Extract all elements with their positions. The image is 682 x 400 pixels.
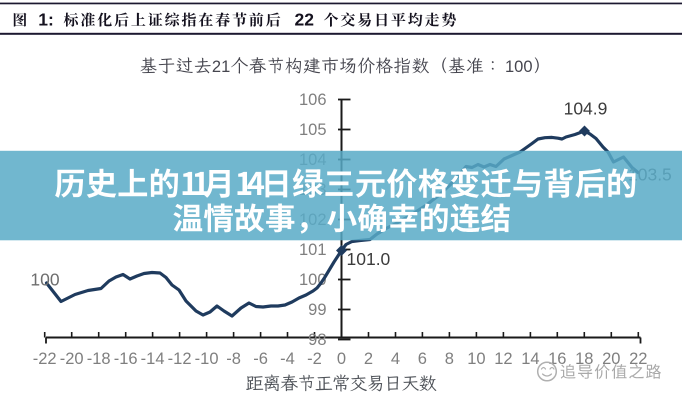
svg-text:22: 22 bbox=[295, 9, 315, 29]
svg-text:8: 8 bbox=[445, 350, 454, 368]
svg-text:106: 106 bbox=[299, 91, 327, 109]
svg-text:20: 20 bbox=[602, 350, 620, 368]
svg-text:100: 100 bbox=[505, 58, 533, 76]
svg-text:18: 18 bbox=[575, 350, 593, 368]
svg-text:16: 16 bbox=[548, 350, 566, 368]
svg-text:-12: -12 bbox=[168, 350, 192, 368]
svg-text:99: 99 bbox=[308, 301, 326, 319]
svg-text:14: 14 bbox=[521, 350, 539, 368]
svg-text:-20: -20 bbox=[60, 350, 84, 368]
svg-text:-10: -10 bbox=[195, 350, 219, 368]
svg-text:12: 12 bbox=[494, 350, 512, 368]
svg-text:101.0: 101.0 bbox=[347, 249, 391, 269]
svg-text:105: 105 bbox=[299, 121, 327, 139]
svg-text:-8: -8 bbox=[226, 350, 241, 368]
svg-text:2: 2 bbox=[364, 350, 373, 368]
svg-text:0: 0 bbox=[337, 350, 346, 368]
svg-text:22: 22 bbox=[629, 350, 647, 368]
svg-text:98: 98 bbox=[308, 331, 326, 349]
svg-text:-14: -14 bbox=[141, 350, 165, 368]
svg-text:100: 100 bbox=[30, 270, 59, 290]
svg-text:-18: -18 bbox=[87, 350, 111, 368]
svg-text:21: 21 bbox=[212, 58, 230, 76]
svg-text:10: 10 bbox=[467, 350, 485, 368]
svg-text:104.9: 104.9 bbox=[564, 99, 608, 119]
svg-text:-2: -2 bbox=[307, 350, 322, 368]
svg-text:4: 4 bbox=[391, 350, 400, 368]
svg-text:1:: 1: bbox=[38, 9, 54, 29]
svg-text:-22: -22 bbox=[33, 350, 57, 368]
svg-text:101: 101 bbox=[299, 241, 327, 259]
svg-text:-16: -16 bbox=[114, 350, 138, 368]
svg-text:6: 6 bbox=[418, 350, 427, 368]
svg-text:-4: -4 bbox=[280, 350, 295, 368]
svg-text:-6: -6 bbox=[253, 350, 268, 368]
